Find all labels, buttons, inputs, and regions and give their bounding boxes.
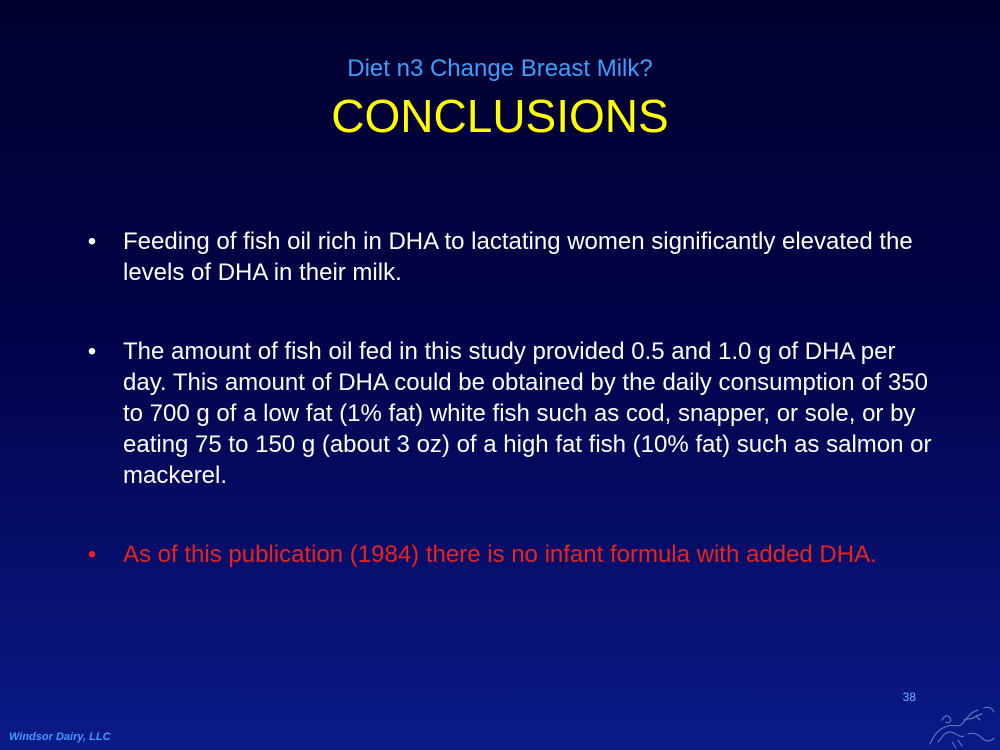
bullet-item-highlight: • As of this publication (1984) there is…: [82, 539, 932, 570]
slide-title: CONCLUSIONS: [331, 90, 669, 142]
bullet-item: • The amount of fish oil fed in this stu…: [82, 336, 932, 491]
footer-company-name: Windsor Dairy, LLC: [9, 731, 111, 743]
bullet-item: • Feeding of fish oil rich in DHA to lac…: [82, 226, 932, 288]
bullet-list: • Feeding of fish oil rich in DHA to lac…: [82, 226, 932, 570]
bullet-point-icon: •: [87, 541, 97, 568]
slide-subtitle: Diet n3 Change Breast Milk?: [347, 55, 653, 82]
page-number: 38: [902, 690, 916, 704]
bullet-point-icon: •: [87, 228, 97, 255]
bullet-point-icon: •: [87, 338, 97, 365]
bullet-text: As of this publication (1984) there is n…: [123, 541, 877, 568]
sketch-logo-icon: [929, 706, 995, 749]
bullet-text: Feeding of fish oil rich in DHA to lacta…: [123, 228, 913, 286]
bullet-text: The amount of fish oil fed in this study…: [123, 338, 932, 489]
